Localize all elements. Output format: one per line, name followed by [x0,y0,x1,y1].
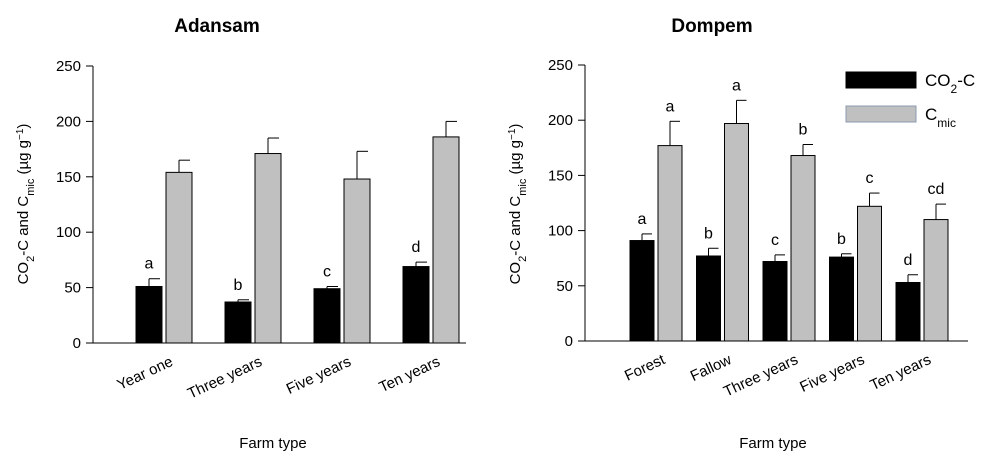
cmic-bar [923,219,949,342]
cmic-bar [724,123,749,342]
cmic-bar [343,178,371,344]
x-category-label: Forest [622,351,668,385]
y-tick-label: 50 [556,278,573,295]
cmic-bar [790,155,816,342]
legend: CO2-C Cmic [845,71,975,130]
significance-letter: d [904,252,913,269]
co2c-bar [313,288,341,344]
co2c-bar [629,240,655,342]
significance-letter: b [799,121,808,138]
chart-title: Dompem [671,16,752,37]
cmic-bar [254,153,282,344]
x-category-label: Ten years [868,351,934,394]
significance-letter: a [666,98,675,115]
y-tick-label: 200 [548,112,573,129]
chart-title: Adansam [174,16,260,37]
x-axis-label: Farm type [239,435,307,452]
x-axis-label: Farm type [739,435,807,452]
significance-letter: a [732,77,741,94]
cmic-bar [857,205,882,342]
legend-swatch-cmic [845,105,917,123]
significance-letter: d [412,239,421,256]
significance-letter: c [323,263,331,280]
significance-letter: b [234,277,243,294]
co2c-bar [895,281,921,342]
co2c-bar [224,301,252,344]
legend-label-cmic: Cmic [925,105,956,130]
co2c-bar [762,261,788,342]
x-category-label: Five years [284,353,354,398]
y-tick-label: 50 [64,280,81,297]
cmic-bar [165,171,193,344]
significance-letter: a [145,256,154,273]
panel-adansam: Adansam 0 50 100 150 200 250 a Year one b Three ye… [15,16,466,452]
significance-letter: b [704,225,713,242]
x-category-label: Three years [185,353,265,402]
significance-letter: a [638,211,647,228]
x-category-label: Ten years [377,353,443,396]
co2c-bar [135,285,163,344]
y-tick-label: 200 [56,113,81,130]
co2c-bar [829,256,854,342]
x-category-label: Year one [115,353,176,394]
significance-letter: b [837,231,846,248]
y-tick-label: 0 [565,333,573,350]
y-tick-label: 0 [73,335,81,352]
y-tick-label: 250 [548,57,573,74]
y-tick-label: 250 [56,58,81,75]
x-category-label: Fallow [688,351,735,385]
y-tick-label: 150 [548,167,573,184]
y-axis-label: CO2-C and Cmic (µg g−1) [507,124,530,285]
y-axis-label: CO2-C and Cmic (µg g−1) [15,124,38,285]
cmic-bar [432,136,460,344]
panel-dompem: Dompem 0 50 100 150 200 250 a a Forest b a Fallow c b T… [507,16,976,452]
x-category-label: Three years [721,351,801,400]
legend-label-co2c: CO2-C [925,71,975,96]
co2c-bar [402,266,430,344]
significance-letter: c [771,232,779,249]
y-tick-label: 150 [56,169,81,186]
y-tick-label: 100 [56,224,81,241]
x-category-label: Five years [797,351,867,396]
cmic-bar [657,145,683,342]
y-tick-label: 100 [548,223,573,240]
co2c-bar [696,255,721,342]
significance-letter: c [866,170,874,187]
legend-swatch-co2c [845,71,917,89]
significance-letter: cd [928,181,945,198]
